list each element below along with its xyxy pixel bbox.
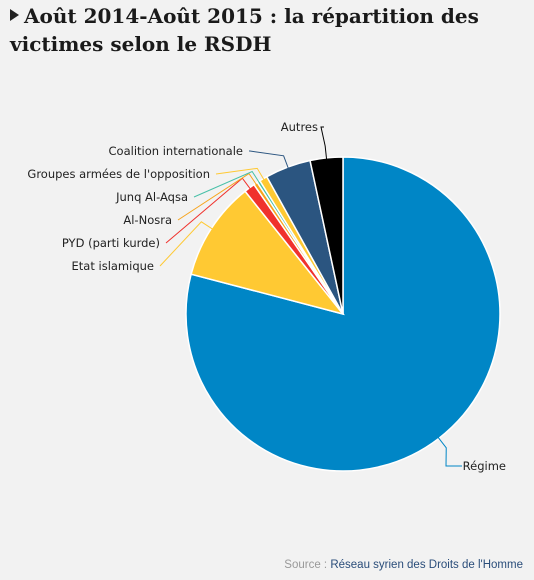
leader-line-groupes-armees-de-l-opposition bbox=[215, 167, 266, 183]
slice-label-al-nosra: Al-Nosra bbox=[123, 213, 172, 227]
slice-label-junq-al-aqsa: Junq Al-Aqsa bbox=[115, 190, 188, 204]
leader-line-etat-islamique bbox=[159, 221, 216, 267]
source-note: Source : Réseau syrien des Droits de l'H… bbox=[284, 559, 523, 571]
slice-label-etat-islamique: Etat islamique bbox=[72, 259, 154, 273]
slice-label-autres: Autres bbox=[281, 120, 318, 134]
slice-label-regime: Régime bbox=[463, 459, 506, 473]
slice-label-groupes-armees-de-l-opposition: Groupes armées de l'opposition bbox=[27, 167, 210, 181]
leader-line-al-nosra bbox=[177, 172, 259, 221]
leader-line-autres bbox=[320, 126, 328, 162]
slice-label-pyd-parti-kurde: PYD (parti kurde) bbox=[62, 236, 160, 250]
leader-line-coalition-internationale bbox=[249, 150, 290, 171]
triangle-bullet-icon bbox=[10, 9, 19, 21]
leader-line-junq-al-aqsa bbox=[193, 170, 262, 198]
leader-line-regime bbox=[436, 434, 462, 467]
source-label: Source : bbox=[284, 559, 331, 571]
source-link[interactable]: Réseau syrien des Droits de l'Homme bbox=[330, 559, 523, 571]
chart-title: Août 2014-Août 2015 : la répartition des… bbox=[10, 4, 479, 56]
chart-title-block: Août 2014-Août 2015 : la répartition des… bbox=[10, 2, 525, 58]
slice-label-coalition-internationale: Coalition internationale bbox=[109, 144, 243, 158]
